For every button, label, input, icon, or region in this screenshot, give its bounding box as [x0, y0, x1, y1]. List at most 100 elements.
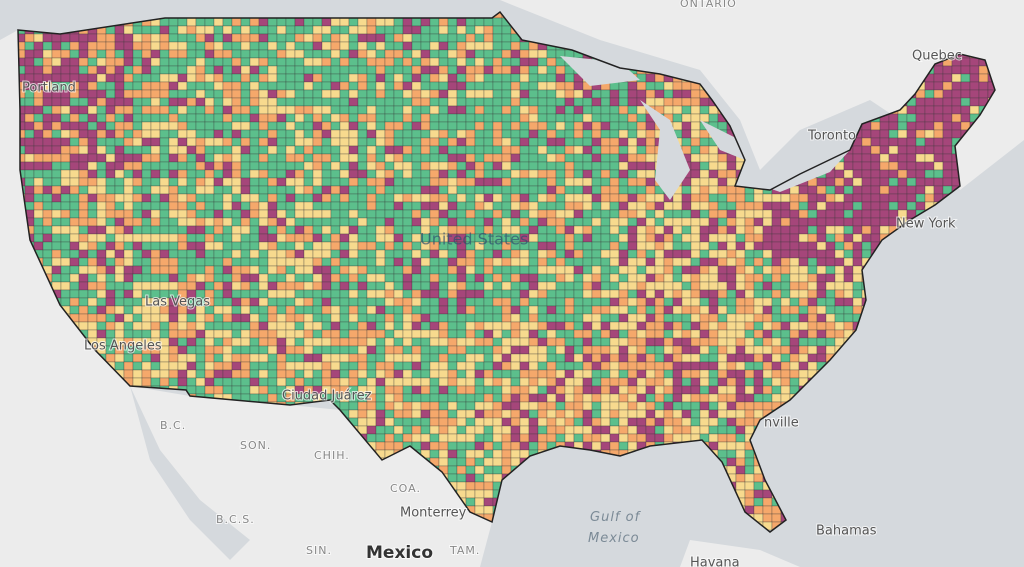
county-cell [114, 33, 125, 43]
county-cell [339, 97, 350, 107]
county-cell [195, 113, 206, 123]
county-cell [699, 249, 710, 259]
county-cell [375, 313, 386, 323]
county-cell [582, 265, 593, 275]
county-cell [321, 73, 332, 83]
county-cell [438, 345, 449, 355]
county-cell [285, 217, 296, 227]
county-cell [402, 329, 413, 339]
county-cell [636, 385, 647, 395]
county-cell [429, 193, 440, 203]
county-cell [672, 313, 683, 323]
county-cell [384, 89, 395, 99]
county-cell [231, 377, 242, 387]
county-cell [528, 201, 539, 211]
county-cell [312, 249, 323, 259]
county-cell [330, 217, 341, 227]
county-cell [114, 273, 125, 283]
county-cell [177, 249, 188, 259]
county-cell [258, 169, 269, 179]
county-cell [348, 185, 359, 195]
county-cell [609, 409, 620, 419]
county-cell [483, 481, 494, 491]
county-cell [465, 25, 476, 35]
county-cell [114, 241, 125, 251]
county-cell [285, 81, 296, 91]
county-cell [627, 369, 638, 379]
county-cell [582, 393, 593, 403]
county-cell [150, 65, 161, 75]
county-cell [357, 353, 368, 363]
county-cell [42, 153, 53, 163]
county-cell [519, 425, 530, 435]
county-cell [195, 337, 206, 347]
county-cell [357, 345, 368, 355]
county-cell [240, 321, 251, 331]
county-cell [222, 249, 233, 259]
county-cell [330, 241, 341, 251]
county-cell [483, 121, 494, 131]
county-cell [384, 97, 395, 107]
county-cell [339, 377, 350, 387]
county-cell [321, 313, 332, 323]
county-cell [294, 57, 305, 67]
county-cell [375, 217, 386, 227]
county-cell [177, 273, 188, 283]
county-cell [474, 393, 485, 403]
county-cell [411, 249, 422, 259]
county-cell [132, 161, 143, 171]
county-cell [204, 177, 215, 187]
county-cell [60, 265, 71, 275]
county-cell [357, 257, 368, 267]
county-cell [429, 369, 440, 379]
county-cell [429, 153, 440, 163]
county-cell [249, 33, 260, 43]
county-cell [447, 361, 458, 371]
county-cell [87, 105, 98, 115]
county-cell [609, 369, 620, 379]
county-cell [96, 145, 107, 155]
county-cell [420, 393, 431, 403]
county-cell [411, 121, 422, 131]
county-cell [204, 25, 215, 35]
county-cell [537, 361, 548, 371]
county-cell [132, 273, 143, 283]
county-cell [267, 345, 278, 355]
county-cell [366, 209, 377, 219]
county-cell [519, 185, 530, 195]
county-cell [699, 361, 710, 371]
county-cell [276, 81, 287, 91]
county-cell [465, 177, 476, 187]
county-cell [348, 73, 359, 83]
county-cell [420, 113, 431, 123]
county-cell [375, 377, 386, 387]
county-cell [393, 417, 404, 427]
county-cell [375, 41, 386, 51]
county-cell [24, 153, 35, 163]
county-cell [411, 313, 422, 323]
county-cell [240, 161, 251, 171]
county-cell [573, 337, 584, 347]
county-cell [150, 153, 161, 163]
county-cell [267, 129, 278, 139]
county-cell [177, 49, 188, 59]
county-cell [510, 161, 521, 171]
county-cell [303, 121, 314, 131]
county-cell [33, 241, 44, 251]
county-cell [402, 241, 413, 251]
county-cell [339, 305, 350, 315]
county-cell [393, 177, 404, 187]
county-cell [123, 257, 134, 267]
county-cell [330, 145, 341, 155]
county-cell [564, 145, 575, 155]
county-cell [429, 425, 440, 435]
county-cell [474, 145, 485, 155]
county-cell [339, 33, 350, 43]
county-cell [654, 417, 665, 427]
county-cell [321, 369, 332, 379]
county-cell [546, 385, 557, 395]
county-cell [474, 129, 485, 139]
county-cell [456, 193, 467, 203]
county-cell [636, 433, 647, 443]
county-cell [402, 145, 413, 155]
